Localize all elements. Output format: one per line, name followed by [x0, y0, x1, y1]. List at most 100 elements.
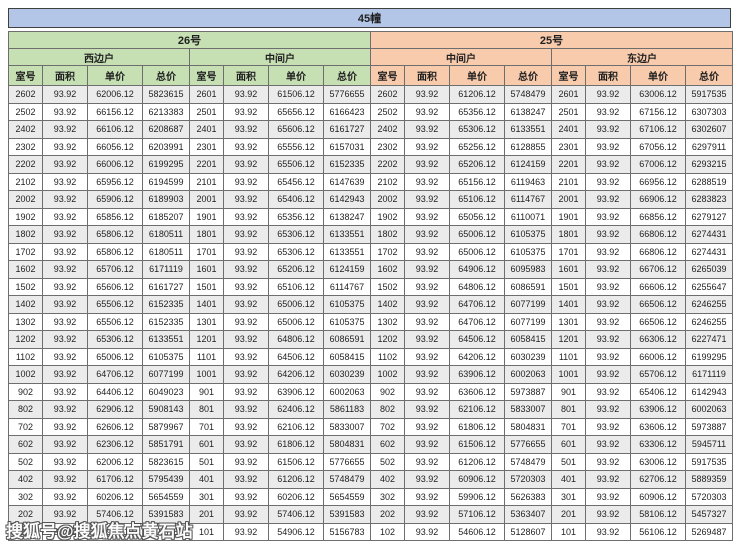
table-row: 2502 93.92 66156.12 6213383 2501 93.92 65656.1…: [8, 102, 733, 121]
value-cell: 93.92: [42, 155, 88, 174]
room-number-cell: 1901: [551, 207, 586, 226]
value-cell: 93.92: [404, 487, 450, 506]
value-cell: 6227471: [685, 330, 733, 349]
value-cell: 66806.12: [630, 225, 686, 244]
value-cell: 54606.12: [449, 522, 505, 541]
value-cell: 5917535: [685, 85, 733, 104]
value-cell: 93.92: [223, 470, 269, 489]
value-cell: 6124159: [504, 155, 552, 174]
room-number-cell: 2102: [8, 172, 43, 191]
value-cell: 65706.12: [87, 260, 143, 279]
value-cell: 93.92: [585, 207, 631, 226]
value-cell: 6095983: [504, 260, 552, 279]
value-cell: 93.92: [223, 137, 269, 156]
room-number-cell: 601: [189, 435, 224, 454]
value-cell: 66956.12: [630, 172, 686, 191]
value-cell: 5626383: [504, 487, 552, 506]
col-header-unitprice: 单价: [268, 65, 324, 86]
value-cell: 6105375: [323, 295, 371, 314]
value-cell: 65856.12: [87, 207, 143, 226]
room-number-cell: 2602: [8, 85, 43, 104]
table-row: 2102 93.92 65956.12 6194599 2101 93.92 65456.1…: [8, 172, 733, 191]
value-cell: 93.92: [223, 225, 269, 244]
value-cell: 6152335: [142, 312, 190, 331]
value-cell: 6166423: [323, 102, 371, 121]
value-cell: 65506.12: [87, 312, 143, 331]
value-cell: 93.92: [404, 505, 450, 524]
value-cell: 93.92: [585, 417, 631, 436]
room-number-cell: 1101: [551, 347, 586, 366]
value-cell: 63906.12: [449, 365, 505, 384]
value-cell: 93.92: [585, 505, 631, 524]
value-cell: 6203991: [142, 137, 190, 156]
value-cell: 93.92: [42, 470, 88, 489]
value-cell: 6161727: [142, 277, 190, 296]
room-number-cell: 802: [370, 400, 405, 419]
value-cell: 65206.12: [449, 155, 505, 174]
room-number-cell: 1002: [370, 365, 405, 384]
value-cell: 6133551: [323, 242, 371, 261]
room-number-cell: 1801: [189, 225, 224, 244]
value-cell: 65006.12: [268, 295, 324, 314]
value-cell: 5128607: [504, 522, 552, 541]
room-number-cell: 501: [189, 452, 224, 471]
value-cell: 6142943: [323, 190, 371, 209]
value-cell: 66706.12: [630, 260, 686, 279]
value-cell: 93.92: [42, 505, 88, 524]
value-cell: 65006.12: [449, 225, 505, 244]
value-cell: 93.92: [585, 172, 631, 191]
value-cell: 6208687: [142, 120, 190, 139]
value-cell: 93.92: [223, 330, 269, 349]
room-number-cell: 402: [8, 470, 43, 489]
value-cell: 5776655: [504, 435, 552, 454]
value-cell: 5748479: [504, 85, 552, 104]
value-cell: 65006.12: [268, 312, 324, 331]
value-cell: 93.92: [585, 260, 631, 279]
room-number-cell: 2202: [370, 155, 405, 174]
value-cell: 93.92: [42, 260, 88, 279]
table-row: 1502 93.92 65606.12 6161727 1501 93.92 65106.1…: [8, 277, 733, 296]
col-header-room: 室号: [370, 65, 405, 86]
room-number-cell: 1802: [8, 225, 43, 244]
value-cell: 93.92: [585, 137, 631, 156]
value-cell: 6307303: [685, 102, 733, 121]
room-number-cell: 801: [551, 400, 586, 419]
value-cell: 6058415: [323, 347, 371, 366]
value-cell: 93.92: [585, 452, 631, 471]
value-cell: 6114767: [323, 277, 371, 296]
value-cell: 6283823: [685, 190, 733, 209]
table-row: 1102 93.92 65006.12 6105375 1101 93.92 64506.1…: [8, 347, 733, 366]
value-cell: 65506.12: [268, 155, 324, 174]
value-cell: 65106.12: [449, 190, 505, 209]
value-cell: 66606.12: [630, 277, 686, 296]
value-cell: 93.92: [585, 295, 631, 314]
value-cell: 93.92: [223, 382, 269, 401]
value-cell: 5654559: [142, 487, 190, 506]
unit-header-middle-26: 中间户: [189, 48, 371, 66]
unit-header-middle-25: 中间户: [370, 48, 552, 66]
value-cell: 5391583: [142, 505, 190, 524]
value-cell: 6030239: [504, 347, 552, 366]
room-number-cell: 102: [370, 522, 405, 541]
room-number-cell: 102: [8, 522, 43, 541]
room-number-cell: 2602: [370, 85, 405, 104]
value-cell: 93.92: [404, 102, 450, 121]
value-cell: 93.92: [404, 382, 450, 401]
value-cell: 61506.12: [449, 435, 505, 454]
value-cell: 6185207: [142, 207, 190, 226]
room-number-cell: 1102: [370, 347, 405, 366]
value-cell: 93.92: [42, 312, 88, 331]
value-cell: 5973887: [685, 417, 733, 436]
value-cell: 6002063: [685, 400, 733, 419]
value-cell: 93.92: [404, 190, 450, 209]
room-number-cell: 1001: [551, 365, 586, 384]
room-number-cell: 502: [370, 452, 405, 471]
value-cell: 5720303: [685, 487, 733, 506]
value-cell: 63006.12: [630, 452, 686, 471]
value-cell: 6077199: [142, 365, 190, 384]
value-cell: 60906.12: [630, 487, 686, 506]
value-cell: 65006.12: [449, 242, 505, 261]
room-number-cell: 1001: [189, 365, 224, 384]
room-number-cell: 1601: [551, 260, 586, 279]
value-cell: 58106.12: [630, 505, 686, 524]
